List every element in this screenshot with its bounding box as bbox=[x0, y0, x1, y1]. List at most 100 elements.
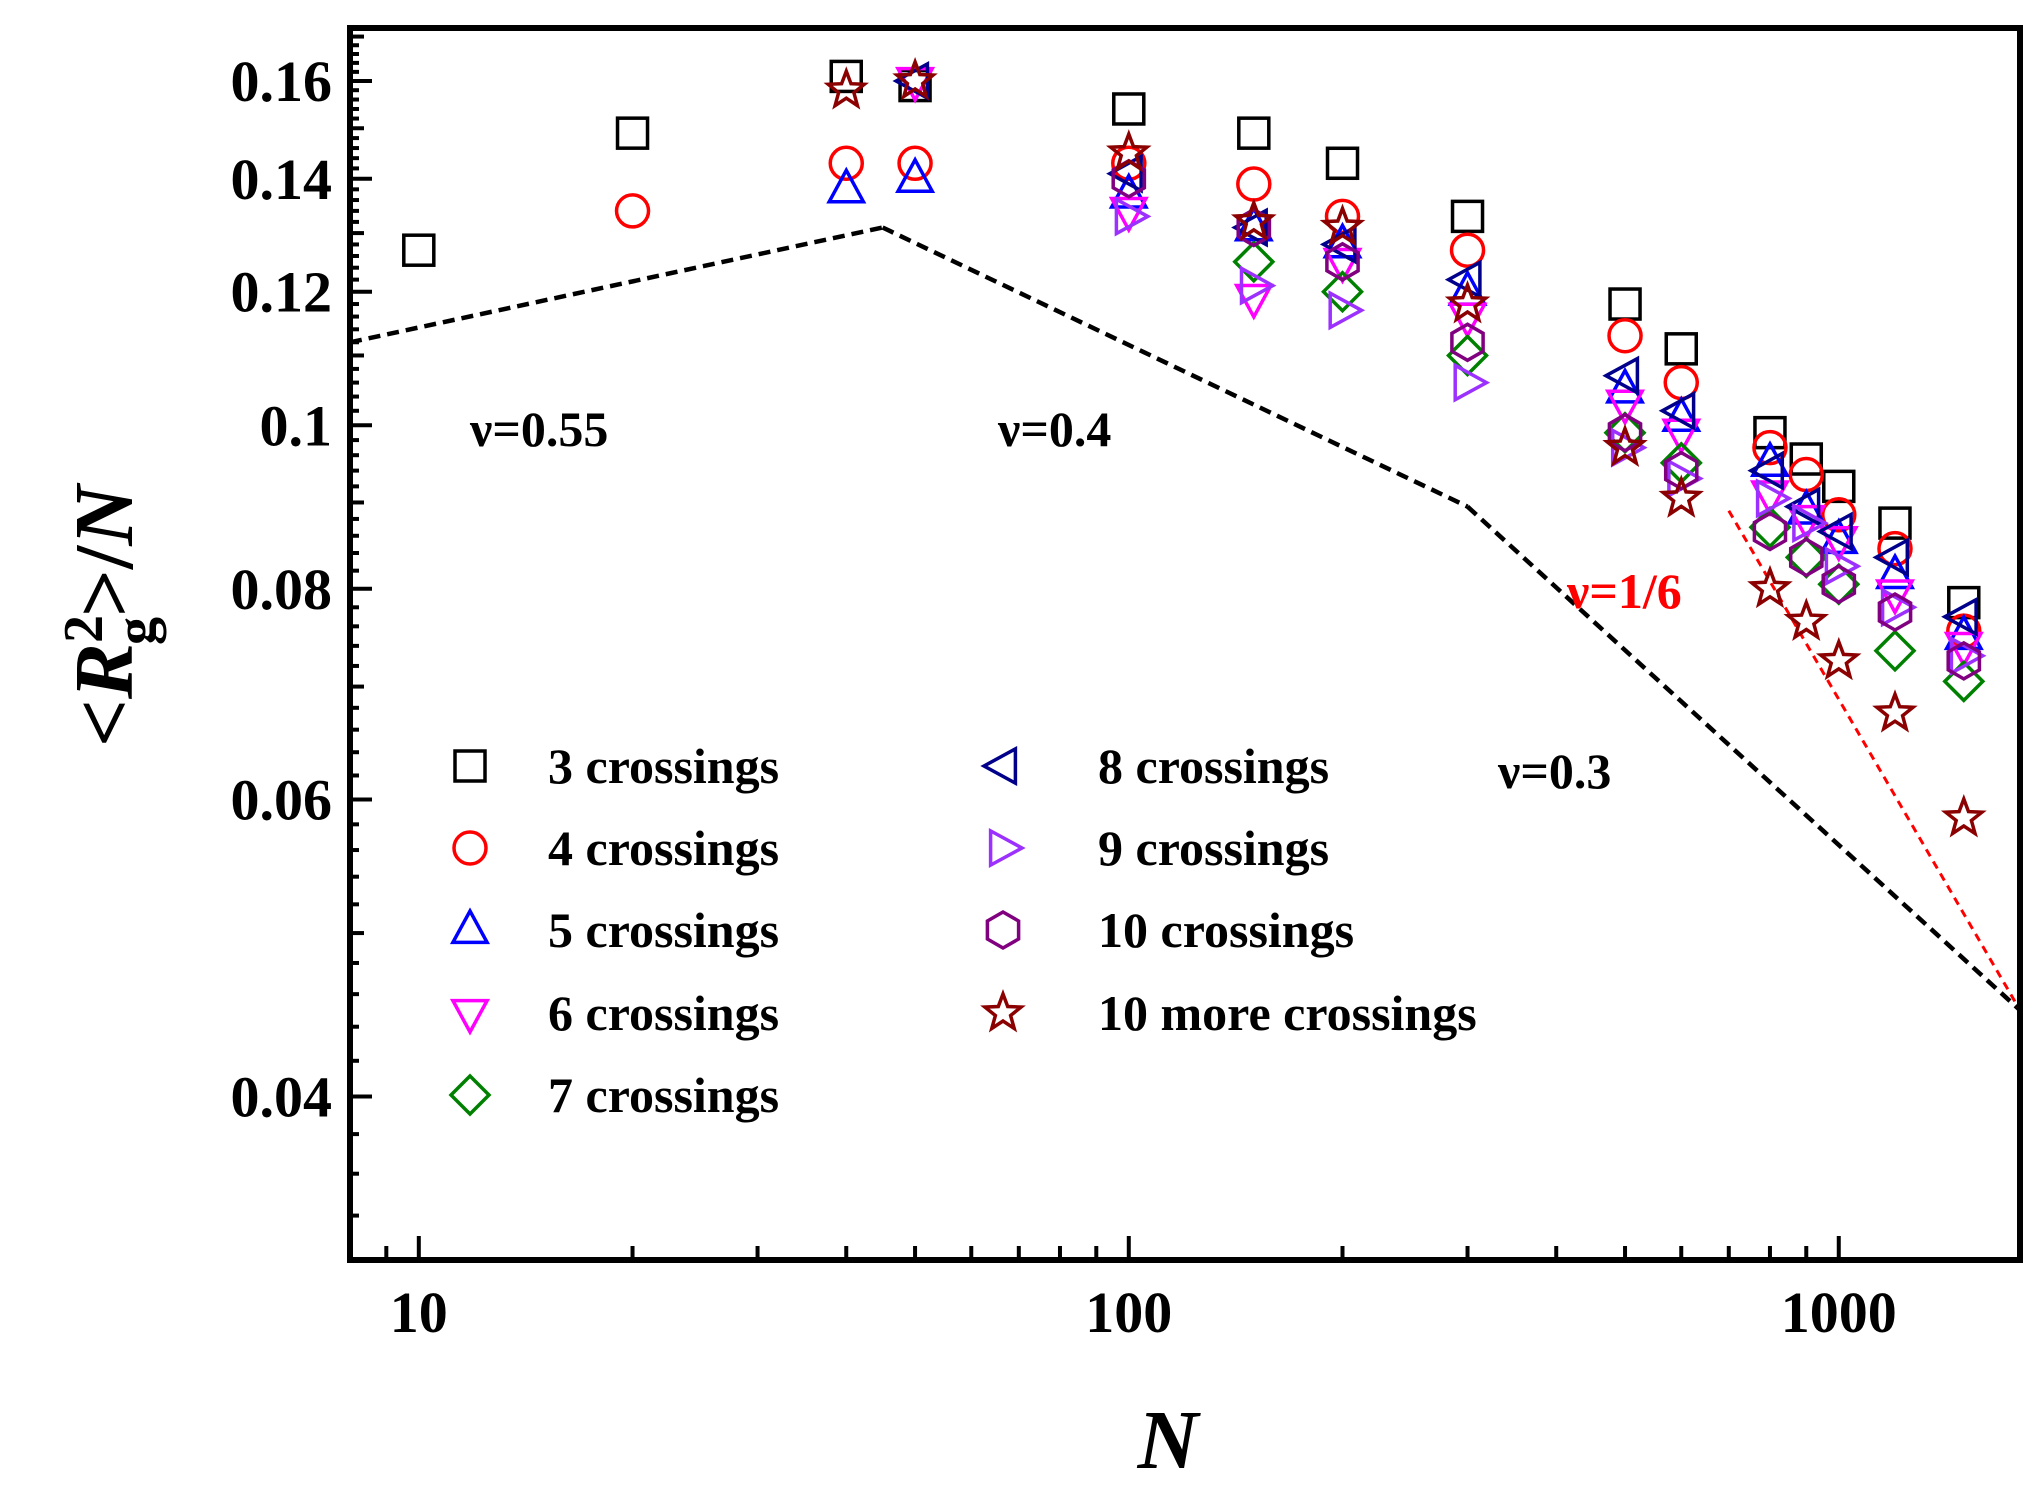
x-axis-ticks: 10 100 1000 bbox=[348, 1236, 1897, 1345]
point-s7-8 bbox=[1792, 503, 1829, 544]
legend-item: 10 more crossings bbox=[980, 985, 1477, 1041]
point-s7-10 bbox=[1880, 587, 1918, 628]
y-axis-title: <R2g>/N bbox=[53, 482, 167, 747]
series-9 bbox=[823, 57, 1987, 838]
point-s4-4 bbox=[1322, 247, 1363, 285]
point-s2-13 bbox=[1877, 530, 1913, 567]
point-s8-1 bbox=[1111, 158, 1147, 199]
point-s3-2 bbox=[895, 156, 936, 193]
point-s9-8 bbox=[1658, 474, 1704, 518]
point-s7-4 bbox=[1453, 362, 1491, 403]
y-tick-label: 0.16 bbox=[231, 49, 333, 114]
point-s8-8 bbox=[1788, 537, 1824, 578]
point-s6-11 bbox=[1872, 537, 1910, 578]
reference-line-1 bbox=[881, 225, 1469, 509]
y-title-r: R bbox=[58, 643, 151, 700]
point-s7-3 bbox=[1328, 290, 1366, 331]
legend-item: 9 crossings bbox=[988, 820, 1329, 876]
point-s2-8 bbox=[1607, 318, 1643, 354]
point-s8-10 bbox=[1877, 591, 1913, 633]
point-s5-1 bbox=[1232, 240, 1276, 284]
point-s8-7 bbox=[1752, 511, 1788, 552]
series-4 bbox=[895, 66, 1984, 669]
legend-label: 10 more crossings bbox=[1098, 985, 1477, 1041]
point-s9-1 bbox=[823, 66, 869, 110]
point-s6-10 bbox=[1816, 511, 1853, 552]
legend-item: 8 crossings bbox=[980, 738, 1329, 794]
legend-label: 7 crossings bbox=[548, 1067, 779, 1123]
point-s9-11 bbox=[1815, 636, 1862, 681]
series-7 bbox=[1114, 196, 1987, 676]
legend-label: 3 crossings bbox=[548, 738, 779, 794]
point-s1-1 bbox=[402, 233, 436, 267]
point-s1-9 bbox=[1608, 287, 1642, 321]
series-1 bbox=[402, 59, 1981, 620]
point-s5-10 bbox=[1942, 659, 1986, 703]
point-s3-9 bbox=[1749, 440, 1791, 477]
reference-line-2 bbox=[1465, 504, 2020, 1012]
point-s6-8 bbox=[1747, 450, 1785, 491]
legend-label: 10 crossings bbox=[1098, 902, 1354, 958]
point-s1-11 bbox=[1753, 415, 1787, 450]
legend-marker bbox=[453, 749, 487, 783]
legend: 3 crossings 4 crossings 5 crossings 6 cross… bbox=[448, 738, 1477, 1123]
annotation-nu-055: ν=0.55 bbox=[469, 401, 608, 457]
point-s3-1 bbox=[826, 166, 867, 204]
y-title-open: < bbox=[58, 699, 151, 747]
series-8 bbox=[1111, 158, 1982, 681]
point-s9-3 bbox=[1105, 129, 1152, 173]
y-title-sup: 2 bbox=[53, 615, 115, 643]
point-s9-10 bbox=[1783, 597, 1830, 641]
point-s1-3 bbox=[829, 59, 864, 94]
point-s7-7 bbox=[1755, 478, 1793, 519]
point-s7-1 bbox=[1114, 196, 1152, 237]
x-axis-title: N bbox=[1137, 1394, 1202, 1487]
legend-marker bbox=[452, 830, 488, 866]
point-s4-10 bbox=[1818, 525, 1859, 563]
point-s1-13 bbox=[1822, 469, 1856, 504]
point-s1-2 bbox=[615, 116, 650, 150]
point-s6-6 bbox=[1602, 355, 1640, 396]
point-s6-9 bbox=[1783, 486, 1821, 527]
point-s6-3 bbox=[1231, 207, 1268, 248]
point-s1-14 bbox=[1878, 506, 1912, 540]
legend-item: 4 crossings bbox=[452, 820, 779, 876]
legend-item: 5 crossings bbox=[449, 902, 779, 958]
point-s1-5 bbox=[1112, 92, 1146, 126]
point-s8-5 bbox=[1607, 412, 1643, 453]
legend-label: 8 crossings bbox=[1098, 738, 1329, 794]
point-s1-12 bbox=[1789, 442, 1824, 476]
point-s7-11 bbox=[1949, 635, 1987, 676]
point-s1-6 bbox=[1237, 116, 1271, 150]
point-s1-7 bbox=[1325, 146, 1360, 181]
legend-label: 5 crossings bbox=[548, 902, 779, 958]
y-tick-label: 0.14 bbox=[231, 147, 333, 212]
point-s2-1 bbox=[614, 193, 651, 229]
point-s2-5 bbox=[1236, 166, 1272, 202]
point-s8-6 bbox=[1663, 450, 1699, 491]
y-tick-label: 0.1 bbox=[260, 393, 333, 458]
point-s4-6 bbox=[1604, 389, 1646, 427]
legend-marker bbox=[980, 989, 1026, 1033]
point-s9-4 bbox=[1230, 197, 1277, 242]
annotation-nu-1-6: ν=1/6 bbox=[1566, 563, 1682, 619]
point-s6-12 bbox=[1941, 596, 1978, 637]
point-s2-2 bbox=[828, 145, 865, 182]
y-tick-label: 0.08 bbox=[231, 557, 333, 622]
y-tick-label: 0.04 bbox=[231, 1065, 333, 1130]
point-s9-9 bbox=[1747, 564, 1793, 609]
point-s9-7 bbox=[1602, 423, 1648, 468]
y-axis-ticks: 0.04 0.06 0.08 0.1 0.12 0.14 0.16 bbox=[231, 34, 372, 1218]
y-tick-label: 0.12 bbox=[231, 260, 333, 325]
data-markers bbox=[402, 57, 1987, 838]
point-s6-7 bbox=[1658, 390, 1696, 431]
legend-label: 6 crossings bbox=[548, 985, 779, 1041]
point-s5-2 bbox=[1321, 270, 1364, 314]
point-s9-12 bbox=[1872, 689, 1918, 733]
point-s7-9 bbox=[1824, 546, 1862, 587]
point-s7-2 bbox=[1239, 265, 1277, 306]
legend-marker bbox=[449, 998, 491, 1036]
legend-marker bbox=[988, 827, 1026, 869]
point-s4-5 bbox=[1447, 302, 1488, 340]
